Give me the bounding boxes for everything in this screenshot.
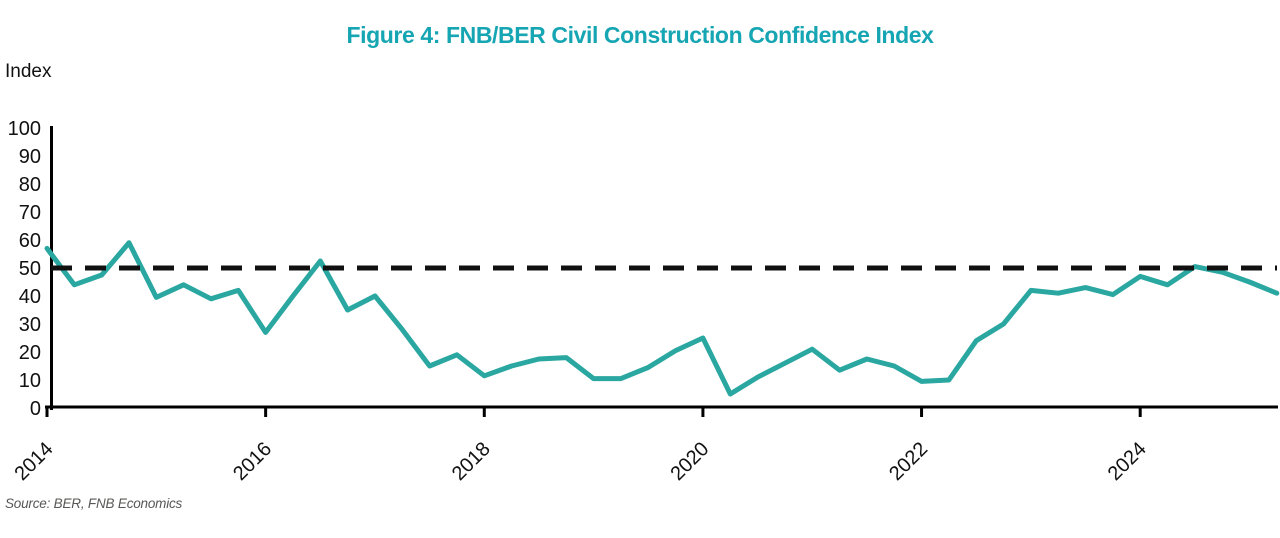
x-tick-label-2020: 2020 (666, 438, 713, 485)
y-tick-label-100: 100 (8, 118, 41, 140)
x-tick-label-2014: 2014 (11, 438, 58, 485)
x-tick-label-2022: 2022 (885, 438, 932, 485)
y-tick-label-70: 70 (19, 202, 41, 224)
source-note: Source: BER, FNB Economics (5, 496, 183, 511)
x-tick-label-2018: 2018 (448, 438, 495, 485)
y-tick-label-0: 0 (30, 398, 41, 420)
y-tick-label-90: 90 (19, 146, 41, 168)
y-tick-label-30: 30 (19, 314, 41, 336)
y-tick-label-20: 20 (19, 342, 41, 364)
chart-title: Figure 4: FNB/BER Civil Construction Con… (346, 22, 934, 48)
y-tick-label-60: 60 (19, 230, 41, 252)
x-tick-label-2016: 2016 (229, 438, 276, 485)
y-tick-label-80: 80 (19, 174, 41, 196)
y-tick-label-50: 50 (19, 258, 41, 280)
y-tick-label-40: 40 (19, 286, 41, 308)
y-axis-title: Index (5, 61, 52, 82)
confidence-index-line (44, 240, 1280, 397)
x-tick-label-2024: 2024 (1104, 438, 1151, 485)
y-tick-label-10: 10 (19, 370, 41, 392)
